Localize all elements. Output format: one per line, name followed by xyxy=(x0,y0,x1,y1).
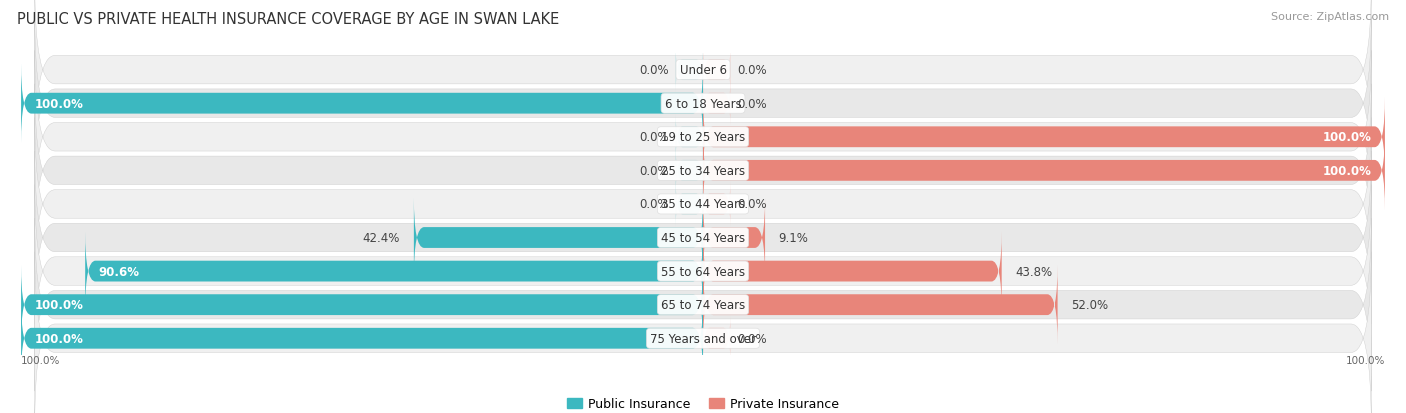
FancyBboxPatch shape xyxy=(21,299,703,378)
Text: 0.0%: 0.0% xyxy=(640,164,669,178)
Text: 90.6%: 90.6% xyxy=(98,265,139,278)
FancyBboxPatch shape xyxy=(35,218,1371,391)
Text: 0.0%: 0.0% xyxy=(640,131,669,144)
Text: 100.0%: 100.0% xyxy=(35,299,83,311)
FancyBboxPatch shape xyxy=(35,51,1371,224)
FancyBboxPatch shape xyxy=(676,181,703,228)
Text: 100.0%: 100.0% xyxy=(1323,164,1371,178)
FancyBboxPatch shape xyxy=(703,198,765,278)
Text: 0.0%: 0.0% xyxy=(640,64,669,77)
Text: 0.0%: 0.0% xyxy=(737,64,766,77)
FancyBboxPatch shape xyxy=(413,198,703,278)
FancyBboxPatch shape xyxy=(703,315,730,361)
FancyBboxPatch shape xyxy=(35,18,1371,190)
Text: 43.8%: 43.8% xyxy=(1015,265,1053,278)
Text: 100.0%: 100.0% xyxy=(35,97,83,110)
Text: 52.0%: 52.0% xyxy=(1071,299,1108,311)
FancyBboxPatch shape xyxy=(35,252,1371,413)
Text: 100.0%: 100.0% xyxy=(21,355,60,365)
FancyBboxPatch shape xyxy=(676,148,703,194)
FancyBboxPatch shape xyxy=(703,81,730,127)
FancyBboxPatch shape xyxy=(35,185,1371,358)
Text: 19 to 25 Years: 19 to 25 Years xyxy=(661,131,745,144)
Text: 0.0%: 0.0% xyxy=(737,97,766,110)
FancyBboxPatch shape xyxy=(703,47,730,94)
Text: 100.0%: 100.0% xyxy=(35,332,83,345)
Text: 45 to 54 Years: 45 to 54 Years xyxy=(661,231,745,244)
Text: 100.0%: 100.0% xyxy=(1323,131,1371,144)
Text: 55 to 64 Years: 55 to 64 Years xyxy=(661,265,745,278)
FancyBboxPatch shape xyxy=(703,232,1001,311)
FancyBboxPatch shape xyxy=(703,181,730,228)
FancyBboxPatch shape xyxy=(703,131,1385,211)
Text: Source: ZipAtlas.com: Source: ZipAtlas.com xyxy=(1271,12,1389,22)
Text: 100.0%: 100.0% xyxy=(1346,355,1385,365)
FancyBboxPatch shape xyxy=(86,232,703,311)
Text: Under 6: Under 6 xyxy=(679,64,727,77)
Text: 9.1%: 9.1% xyxy=(779,231,808,244)
Text: 6 to 18 Years: 6 to 18 Years xyxy=(665,97,741,110)
FancyBboxPatch shape xyxy=(35,118,1371,291)
FancyBboxPatch shape xyxy=(35,0,1371,157)
Text: 75 Years and over: 75 Years and over xyxy=(650,332,756,345)
Text: 25 to 34 Years: 25 to 34 Years xyxy=(661,164,745,178)
FancyBboxPatch shape xyxy=(703,265,1057,345)
FancyBboxPatch shape xyxy=(703,97,1385,177)
Text: 0.0%: 0.0% xyxy=(737,198,766,211)
Text: 0.0%: 0.0% xyxy=(640,198,669,211)
FancyBboxPatch shape xyxy=(35,152,1371,324)
Legend: Public Insurance, Private Insurance: Public Insurance, Private Insurance xyxy=(561,392,845,413)
FancyBboxPatch shape xyxy=(676,47,703,94)
FancyBboxPatch shape xyxy=(676,114,703,161)
Text: 35 to 44 Years: 35 to 44 Years xyxy=(661,198,745,211)
Text: 65 to 74 Years: 65 to 74 Years xyxy=(661,299,745,311)
Text: PUBLIC VS PRIVATE HEALTH INSURANCE COVERAGE BY AGE IN SWAN LAKE: PUBLIC VS PRIVATE HEALTH INSURANCE COVER… xyxy=(17,12,560,27)
FancyBboxPatch shape xyxy=(21,265,703,345)
FancyBboxPatch shape xyxy=(21,64,703,144)
Text: 0.0%: 0.0% xyxy=(737,332,766,345)
FancyBboxPatch shape xyxy=(35,85,1371,257)
Text: 42.4%: 42.4% xyxy=(363,231,401,244)
